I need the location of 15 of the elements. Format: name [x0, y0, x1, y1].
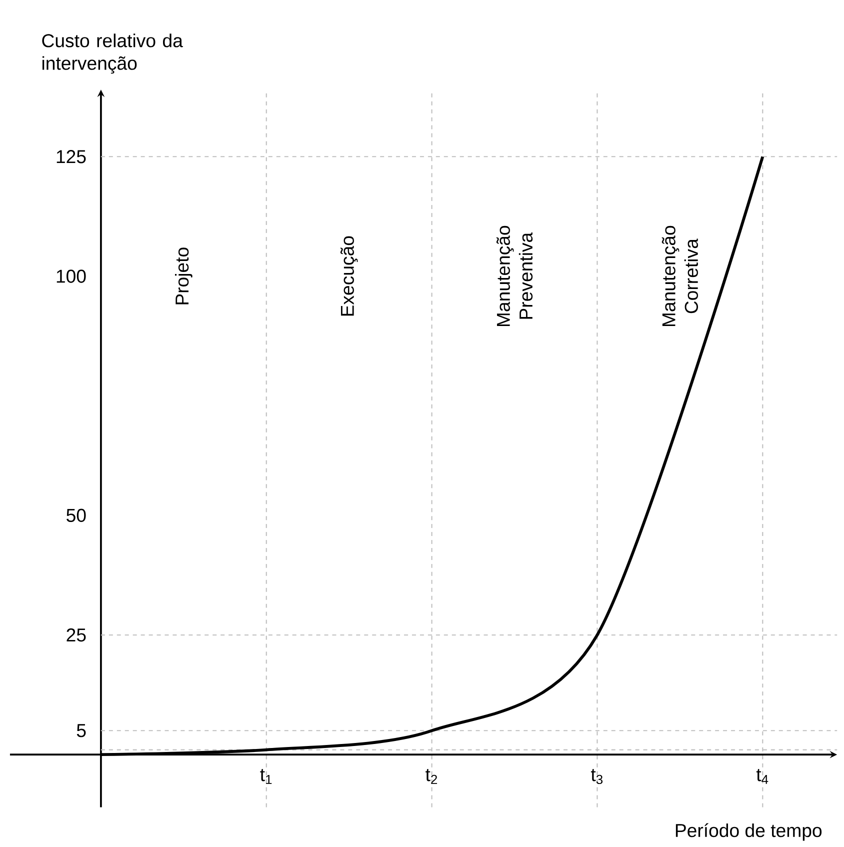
y-tick-label: 50	[66, 508, 86, 522]
annotation: Manutenção Corretiva	[662, 226, 698, 326]
x-tick-label: t$_{4}$	[756, 769, 768, 784]
y-axis-title: Custo relativo da intervenção	[42, 34, 183, 74]
annotation: Execução	[340, 236, 358, 316]
x-tick-label: t$_{1}$	[260, 769, 272, 784]
y-tick-label: 25	[66, 628, 86, 642]
x-axis-title: Período de tempo	[676, 823, 822, 841]
y-tick-label: 5	[76, 724, 86, 738]
annotation: Projeto	[174, 248, 192, 304]
y-tick-label: 125	[56, 150, 86, 164]
annotation: Manutenção Preventiva	[496, 226, 533, 326]
x-tick-label: t$_{3}$	[590, 769, 602, 784]
y-tick-label: 100	[56, 270, 86, 283]
x-tick-label: t$_{2}$	[426, 769, 437, 784]
